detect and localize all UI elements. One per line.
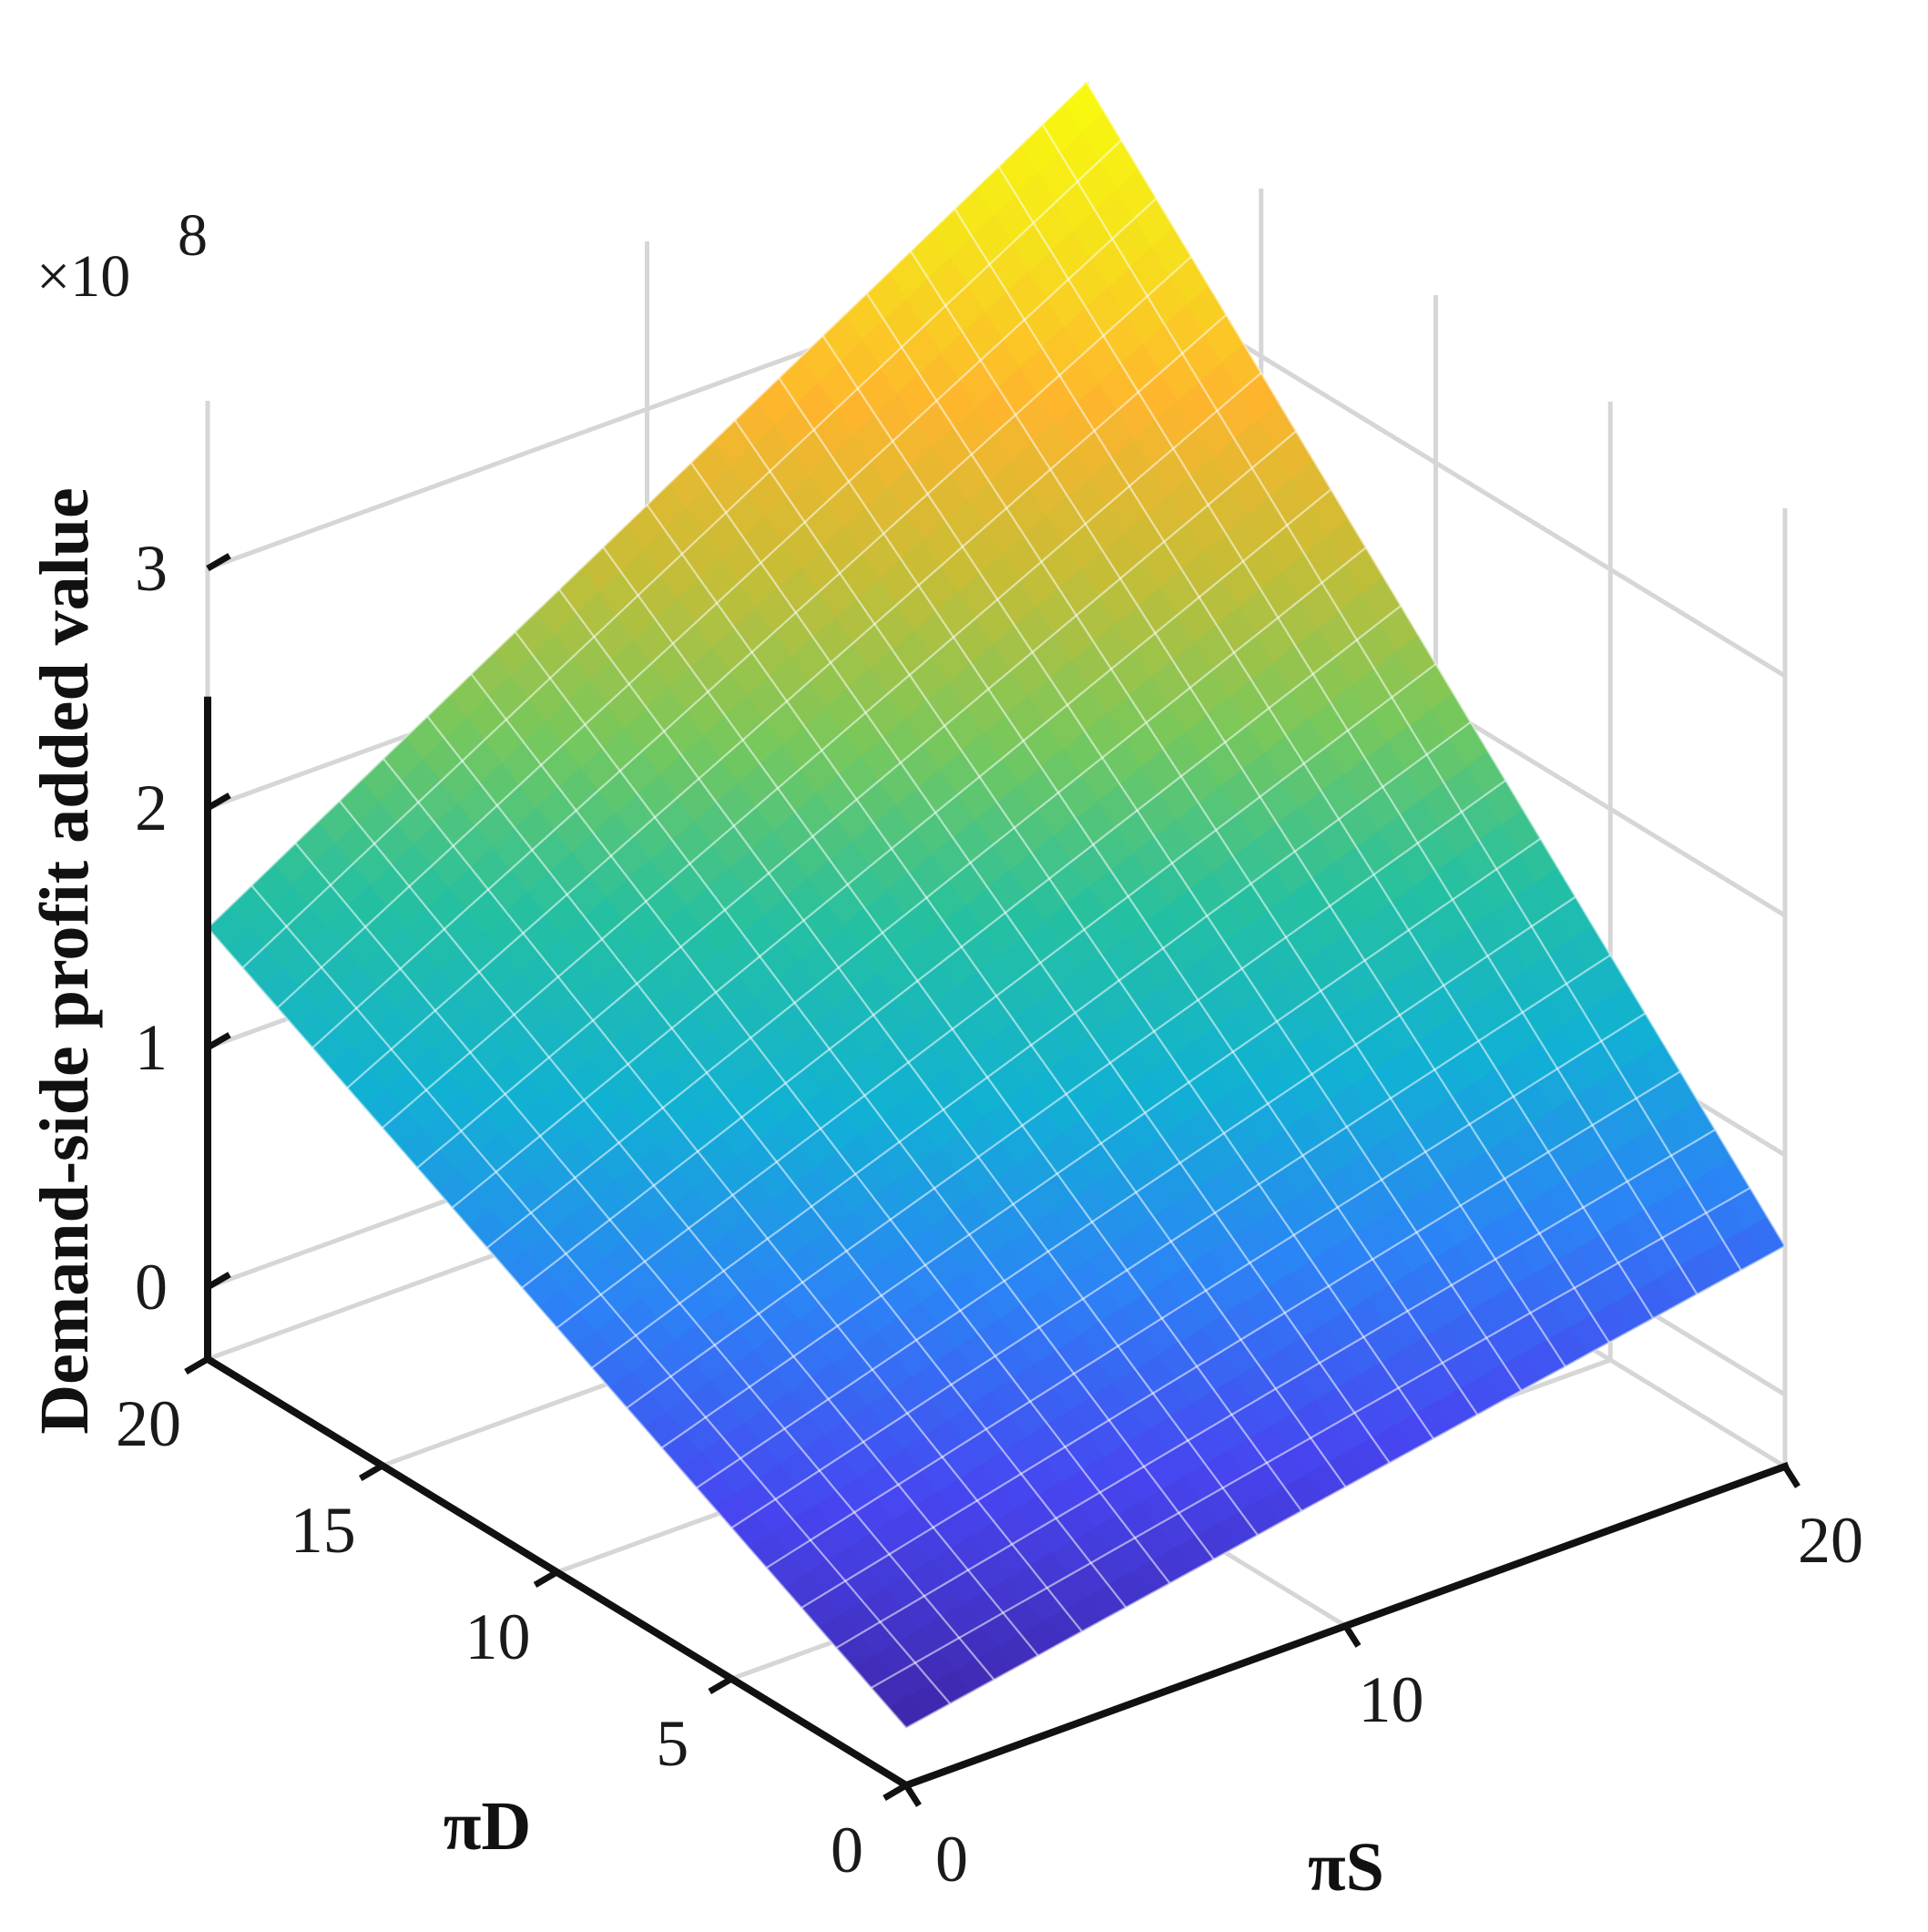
mesh-line-y xyxy=(241,139,1123,969)
x-tick-mark xyxy=(1782,1465,1800,1488)
z-tick-mark xyxy=(206,1032,231,1051)
y-tick-label: 20 xyxy=(116,1387,181,1460)
y-tick-label: 5 xyxy=(656,1707,689,1780)
z-tick-label: 1 xyxy=(135,1011,168,1084)
mesh-line-y xyxy=(835,1129,1716,1650)
z-tick-label: 2 xyxy=(135,772,168,844)
mesh-line-y xyxy=(591,721,1472,1369)
axis-labels: πS πD Demand-side profit added value ×10 8 xyxy=(26,202,1384,1906)
surface-mesh xyxy=(207,81,1786,1729)
y-tick-mark xyxy=(358,1462,384,1482)
mesh-line-y xyxy=(905,1245,1786,1729)
mesh-line-y xyxy=(207,81,1087,929)
x-tick-label: 20 xyxy=(1798,1504,1863,1577)
y-tick-mark xyxy=(184,1355,209,1375)
mesh-line-y xyxy=(766,1012,1647,1569)
mesh-line-y xyxy=(556,663,1437,1329)
tick-labels: 0 10 20 0 5 10 15 20 0 1 2 3 xyxy=(116,532,1863,1896)
axes xyxy=(184,553,1800,1807)
mesh-line-y xyxy=(416,430,1297,1169)
y-tick-label: 15 xyxy=(291,1494,356,1567)
z-multiplier-exponent: 8 xyxy=(178,202,208,269)
y-tick-mark xyxy=(708,1675,734,1695)
mesh-line-y xyxy=(626,779,1506,1409)
mesh-line-y xyxy=(276,197,1158,1009)
x-tick-mark xyxy=(1342,1624,1362,1648)
x-tick-mark xyxy=(903,1784,922,1807)
x-tick-label: 10 xyxy=(1359,1663,1424,1736)
z-tick-mark xyxy=(206,553,231,572)
y-axis-label: πD xyxy=(444,1788,532,1865)
y-tick-label: 0 xyxy=(831,1814,863,1886)
z-tick-mark xyxy=(206,792,231,812)
y-tick-mark xyxy=(533,1569,559,1589)
mesh-line-y xyxy=(311,255,1192,1049)
z-axis-label: Demand-side profit added value xyxy=(26,487,103,1434)
z-tick-label: 3 xyxy=(135,532,168,605)
z-tick-mark xyxy=(206,1272,231,1291)
mesh-line-y xyxy=(486,547,1367,1249)
mesh-line-y xyxy=(871,1187,1751,1689)
mesh-line-y xyxy=(521,605,1402,1289)
mesh-line-y xyxy=(696,895,1576,1489)
y-tick-mark xyxy=(882,1782,908,1802)
x-tick-label: 0 xyxy=(935,1823,968,1896)
z-multiplier-label: ×10 xyxy=(36,243,130,310)
mesh-line-y xyxy=(451,488,1332,1209)
mesh-line-y xyxy=(801,1070,1681,1610)
y-tick-label: 10 xyxy=(465,1600,531,1673)
mesh-line-y xyxy=(382,372,1262,1130)
mesh-line-y xyxy=(660,837,1542,1449)
mesh-line-y xyxy=(346,313,1228,1089)
z-tick-label: 0 xyxy=(135,1251,168,1324)
x-axis-label: πS xyxy=(1308,1829,1384,1906)
mesh-line-y xyxy=(730,954,1611,1529)
